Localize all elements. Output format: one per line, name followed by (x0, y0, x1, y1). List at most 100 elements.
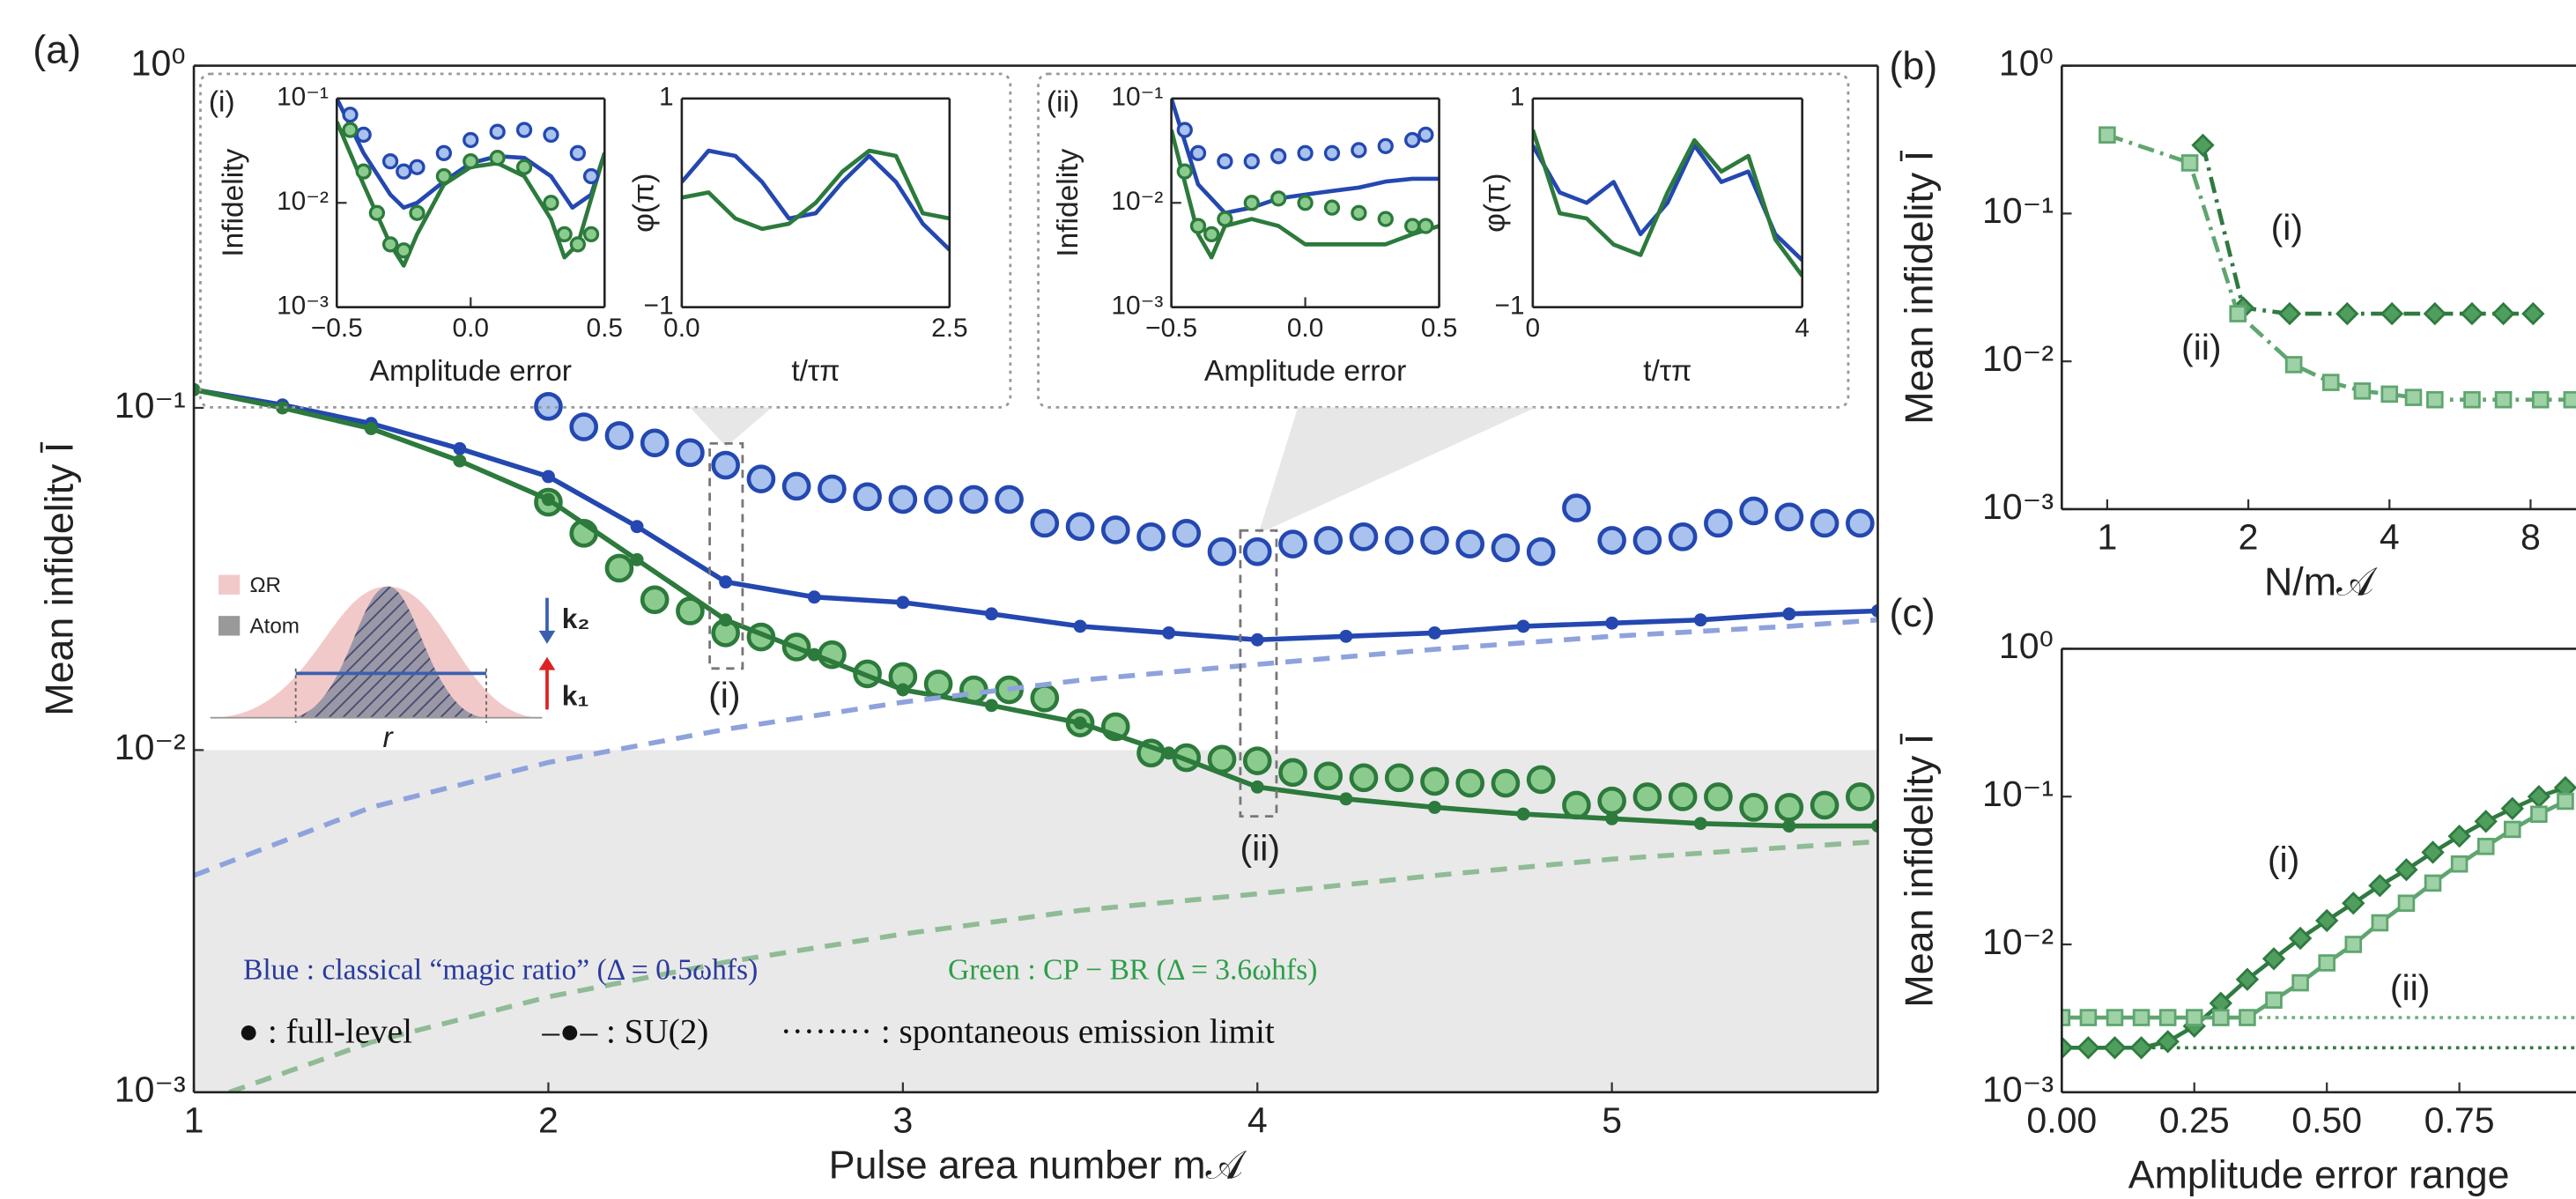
marker (1189, 218, 1207, 234)
y-tick-label: 10⁰ (131, 42, 186, 83)
marker (2500, 796, 2524, 820)
annotation: (i) (2271, 207, 2303, 248)
marker (1418, 126, 1434, 144)
legend-swatch (218, 574, 241, 595)
marker (1250, 780, 1264, 794)
marker (1278, 529, 1307, 559)
marker (2494, 390, 2513, 409)
marker (2106, 1009, 2124, 1026)
marker (984, 607, 998, 621)
marker (1384, 526, 1414, 555)
marker (2460, 301, 2484, 326)
x-tick-label: 2 (538, 1100, 559, 1141)
series-line (1532, 129, 1802, 278)
schematic-label: k₂ (562, 603, 590, 634)
marker (818, 474, 847, 504)
x-axis-label: Pulse area number m𝒜 (829, 1143, 1247, 1187)
annotation: (i) (2268, 840, 2299, 880)
marker (1384, 763, 1414, 793)
marker (1297, 144, 1314, 161)
marker (2424, 874, 2442, 892)
y-tick-label: −1 (644, 292, 674, 321)
schematic: ΩR Atom k₂ k₁ r (210, 574, 590, 754)
marker (396, 163, 412, 180)
marker (355, 126, 372, 144)
marker (1377, 211, 1394, 227)
marker (2191, 133, 2215, 157)
marker (453, 441, 467, 455)
y-axis-label: Infidelity (218, 149, 250, 257)
x-tick-label: 0.50 (2291, 1100, 2362, 1141)
marker (1668, 522, 1698, 551)
marker (1349, 522, 1379, 551)
plots: 1 2 3 4 5 10⁻³ 10⁻² 10⁻¹ 10⁰ Pulse area number m𝒜… (33, 27, 2576, 1197)
marker (1704, 508, 1733, 538)
legend-note: –●– : SU(2) (541, 1013, 708, 1051)
marker (396, 242, 412, 259)
marker (569, 412, 599, 441)
marker (2450, 855, 2469, 873)
marker (1100, 515, 1130, 544)
marker (2277, 301, 2302, 326)
x-tick-label: 4 (1795, 314, 1810, 343)
marker (2371, 914, 2389, 932)
marker (489, 123, 506, 140)
y-tick-label: 10⁻³ (277, 292, 329, 321)
marker (381, 153, 399, 170)
x-tick-label: 0 (1526, 314, 1541, 343)
marker (543, 195, 559, 211)
marker (1605, 616, 1619, 630)
marker (453, 454, 467, 468)
panel-label: (ii) (1047, 85, 1079, 118)
marker (1404, 218, 1421, 234)
marker (2284, 356, 2303, 374)
marker (1846, 508, 1875, 538)
arrow-head (538, 656, 556, 670)
x-axis-label: N/m𝒜 (2264, 560, 2378, 604)
chart: −0.5 0.0 0.5 10⁻³ 10⁻² 10⁻¹ Amplitude error Inf… (1047, 83, 1457, 388)
marker (1217, 153, 1233, 170)
y-tick-label: 10⁻² (1982, 338, 2054, 379)
schematic-label: Atom (249, 615, 300, 639)
series-line (194, 387, 1878, 829)
atom-profile (287, 586, 488, 718)
y-tick-label: 10⁻¹ (115, 385, 186, 426)
marker (515, 122, 533, 138)
chart: 1 2 4 8 10⁻³ 10⁻² 10⁻¹ 10⁰ N/m𝒜 Mean infidelity Ī… (1890, 42, 2576, 604)
marker (2447, 824, 2471, 848)
y-axis-label: φ(π) (1479, 174, 1512, 233)
marker (2491, 301, 2515, 326)
marker (2476, 838, 2495, 855)
marker (719, 575, 733, 589)
marker (1243, 195, 1260, 211)
marker (2531, 390, 2550, 409)
x-tick-label: 2.5 (931, 314, 967, 343)
marker (1323, 199, 1341, 216)
x-tick-label: 0.0 (453, 314, 489, 343)
marker (1782, 819, 1796, 833)
marker (1693, 613, 1707, 627)
marker (556, 226, 573, 243)
marker (1073, 619, 1087, 633)
marker (1065, 512, 1095, 541)
arrow-head (538, 630, 556, 644)
marker (676, 438, 705, 468)
panel-label: (a) (33, 27, 81, 71)
x-tick-label: 3 (892, 1100, 913, 1141)
series-line (228, 839, 1878, 1092)
y-tick-label: 10⁻¹ (277, 83, 329, 112)
schematic-label: ΩR (249, 574, 281, 597)
marker (1314, 526, 1344, 555)
marker (1632, 526, 1662, 555)
marker (2315, 908, 2339, 933)
marker (1162, 746, 1176, 760)
marker (463, 153, 479, 170)
marker (1516, 619, 1530, 633)
marker (1270, 148, 1287, 165)
marker (2521, 301, 2545, 326)
marker (582, 167, 600, 185)
marker (368, 204, 386, 221)
marker (541, 492, 555, 507)
marker (569, 144, 586, 161)
